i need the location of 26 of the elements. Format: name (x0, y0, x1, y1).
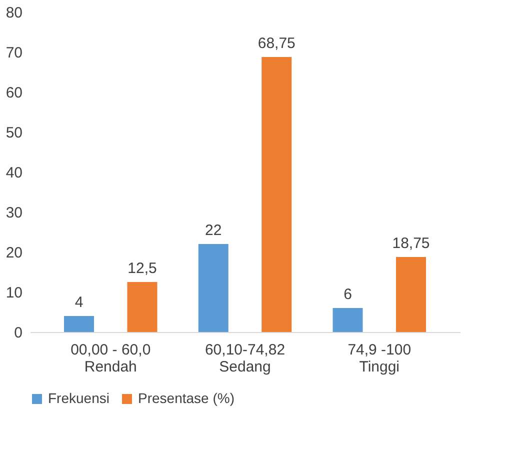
legend-label: Frekuensi (48, 390, 110, 406)
bar (64, 316, 94, 332)
bar (127, 282, 158, 332)
y-tick-label: 80 (6, 4, 22, 22)
x-tick-label: 74,9 -100 Tinggi (348, 342, 412, 376)
data-label: 68,75 (258, 35, 296, 52)
bar (332, 308, 363, 332)
y-tick-label: 20 (6, 244, 22, 262)
legend-label: Presentase (%) (138, 390, 234, 406)
bar (198, 244, 228, 332)
data-label: 6 (344, 286, 352, 303)
y-tick-label: 10 (6, 284, 22, 302)
data-label: 18,75 (392, 235, 430, 252)
x-tick-label: 00,00 - 60,0 Rendah (70, 342, 151, 376)
y-tick-label: 60 (6, 84, 22, 102)
y-tick-label: 0 (14, 324, 22, 342)
data-label: 4 (74, 294, 84, 311)
data-label: 12,5 (128, 260, 157, 277)
y-tick-label: 50 (6, 124, 22, 142)
data-label: 22 (205, 222, 222, 239)
x-tick-label: 60,10-74,82 Sedang (204, 342, 286, 376)
y-tick-label: 30 (6, 204, 22, 222)
y-tick-label: 40 (6, 164, 22, 182)
bar (396, 257, 426, 332)
y-tick-label: 70 (6, 44, 22, 62)
bar (262, 57, 292, 332)
